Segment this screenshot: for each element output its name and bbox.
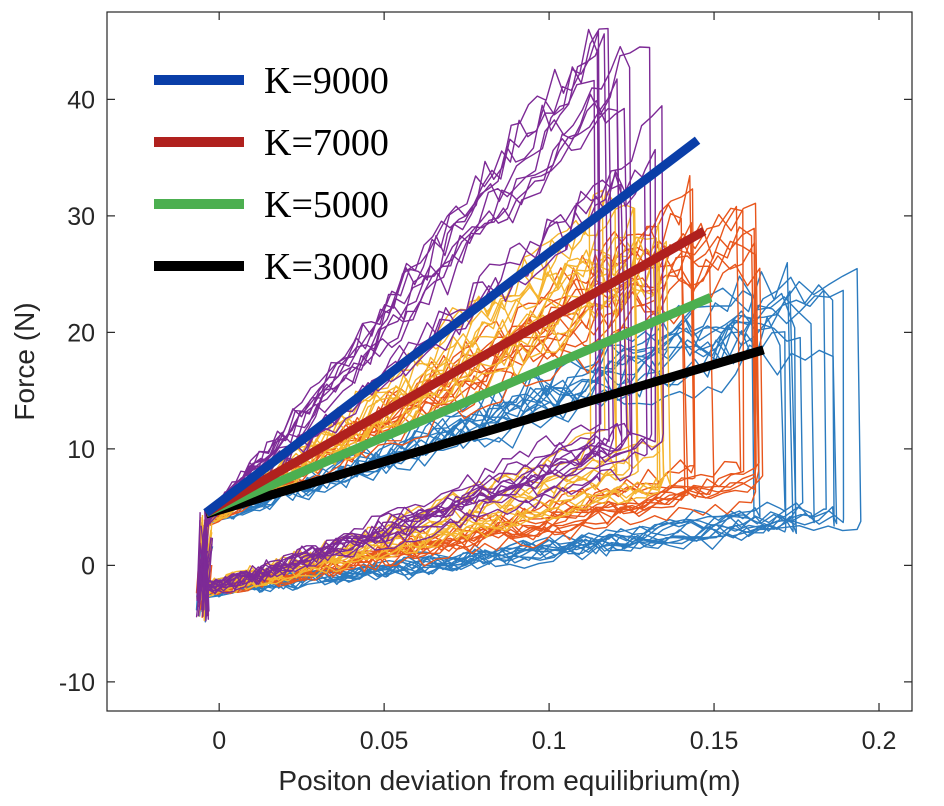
measured-trace [198, 222, 665, 617]
legend-label: K=7000 [264, 122, 389, 164]
legend-item: K=5000 [154, 184, 389, 226]
legend-label: K=5000 [264, 184, 389, 226]
measured-data-layer [195, 27, 862, 623]
x-axis-ticks: 0 0.05 0.1 0.15 0.2 [212, 12, 896, 755]
fit-line [204, 293, 713, 518]
fit-line [203, 136, 701, 517]
measured-trace [197, 205, 742, 595]
legend-item: K=3000 [154, 246, 389, 288]
measured-series [195, 27, 664, 622]
y-axis-ticks: -10 0 10 20 30 40 [59, 86, 912, 697]
x-tick-label: 0.15 [690, 727, 739, 755]
legend-item: K=7000 [154, 122, 389, 164]
measured-trace [199, 27, 615, 617]
fit-lines-layer [203, 136, 765, 519]
measured-trace [205, 255, 715, 596]
legend-label: K=9000 [264, 60, 389, 102]
x-tick-label: 0.1 [532, 727, 567, 755]
y-tick-label: 10 [67, 436, 95, 464]
y-axis-label: Force (N) [9, 302, 40, 420]
measured-trace [200, 108, 623, 600]
measured-trace [199, 267, 862, 608]
measured-trace [205, 236, 659, 597]
y-tick-label: 40 [67, 86, 95, 114]
measured-trace [202, 148, 656, 617]
legend-label: K=3000 [264, 246, 389, 288]
legend-item: K=9000 [154, 60, 389, 102]
x-tick-label: 0.05 [360, 727, 409, 755]
legend: K=9000 K=7000 K=5000 K=3000 [154, 60, 389, 288]
y-tick-label: 0 [81, 552, 95, 580]
measured-trace [197, 275, 755, 596]
y-tick-label: 30 [67, 203, 95, 231]
y-tick-label: 20 [67, 319, 95, 347]
measured-trace [196, 79, 597, 601]
measured-trace [201, 78, 623, 611]
measured-series [195, 262, 862, 623]
plot-area-frame [106, 11, 913, 712]
y-tick-label: -10 [59, 669, 95, 697]
x-tick-label: 0.2 [862, 727, 897, 755]
measured-trace [205, 46, 653, 622]
measured-trace [199, 296, 815, 596]
fit-line [204, 345, 765, 519]
x-axis-label: Positon deviation from equilibrium(m) [278, 765, 740, 796]
x-tick-label: 0 [212, 727, 226, 755]
measured-trace [195, 33, 610, 618]
measured-trace [195, 263, 764, 595]
fit-line [203, 227, 707, 517]
